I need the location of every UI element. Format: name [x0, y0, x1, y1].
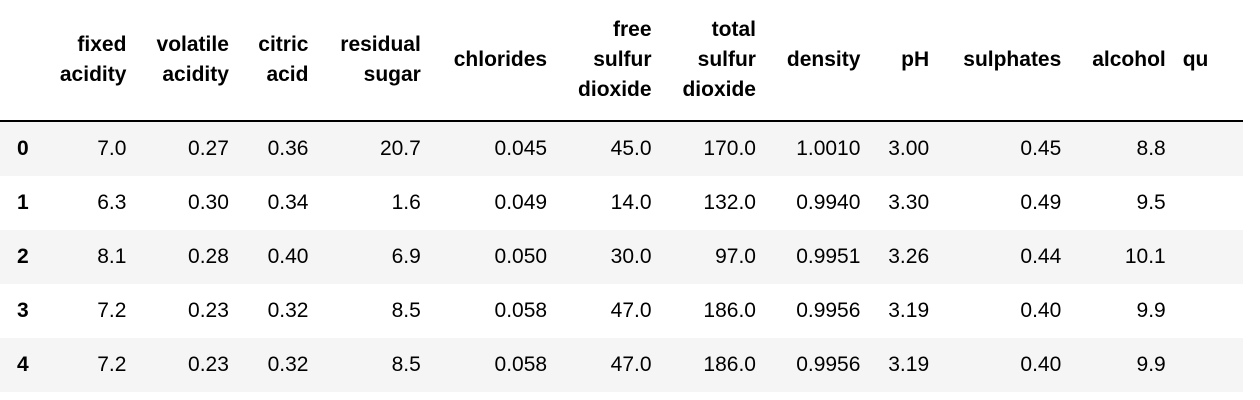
column-header: sulphates [929, 0, 1062, 122]
cell: 7.2 [43, 338, 127, 392]
cell: 97.0 [651, 230, 756, 284]
column-header: residual sugar [308, 0, 421, 122]
cell: 0.32 [267, 299, 309, 322]
cell: 0.9951 [755, 230, 861, 284]
cell: 3.19 [860, 338, 930, 392]
cell: 1.6 [391, 191, 421, 214]
cell: 0.9956 [755, 338, 861, 392]
data-row: 3 7.2 0.23 0.32 8.5 0.058 47.0 186.0 0.9956 3.19 0… [0, 284, 1243, 338]
cell: 1.0010 [755, 121, 861, 176]
cell: 8.5 [391, 299, 421, 322]
cell: 0.058 [494, 299, 548, 322]
cell: 9.5 [1136, 191, 1166, 214]
cell: 20.7 [308, 121, 421, 176]
row-index: 3 [17, 299, 29, 322]
cell: 0.36 [228, 121, 309, 176]
cell: 0.45 [929, 121, 1062, 176]
cell: 132.0 [703, 191, 756, 214]
data-row: 0 7.0 0.27 0.36 20.7 0.045 45.0 170.0 1.0010 3.00… [0, 121, 1243, 176]
cell: 6.9 [308, 230, 421, 284]
cell: 47.0 [547, 338, 652, 392]
cell-clipped [1166, 176, 1243, 230]
cell: 0.40 [228, 230, 309, 284]
cell-clipped [1165, 121, 1243, 176]
column-header: alcohol [1061, 0, 1166, 122]
cell: 0.49 [1020, 191, 1062, 214]
cell: 0.050 [420, 230, 548, 284]
column-header: volatile acidity [126, 0, 229, 122]
cell: 0.30 [188, 191, 229, 214]
column-header: qu [1165, 0, 1243, 122]
cell: 0.23 [126, 338, 229, 392]
cell: 8.5 [308, 338, 421, 392]
cell: 0.23 [188, 299, 229, 322]
cell: 186.0 [703, 299, 756, 322]
cell: 30.0 [547, 230, 652, 284]
column-header: free sulfur dioxide [547, 0, 652, 122]
column-header: fixed acidity [43, 0, 127, 122]
cell: 3.30 [888, 191, 930, 214]
cell-clipped [1165, 338, 1243, 392]
cell: 0.27 [126, 121, 229, 176]
column-header [0, 0, 44, 122]
row-index: 4 [0, 338, 44, 392]
row-index: 0 [0, 121, 44, 176]
cell: 0.40 [1020, 299, 1062, 322]
cell: 7.0 [43, 121, 127, 176]
cell-clipped [1166, 284, 1243, 338]
cell: 0.44 [929, 230, 1062, 284]
cell: 0.9940 [796, 191, 861, 214]
cell: 3.26 [860, 230, 930, 284]
cell: 47.0 [610, 299, 652, 322]
data-row: 4 7.2 0.23 0.32 8.5 0.058 47.0 186.0 0.9956 3.19 0… [0, 338, 1243, 392]
cell: 0.28 [126, 230, 229, 284]
cell: 0.32 [228, 338, 309, 392]
cell: 3.00 [860, 121, 930, 176]
column-header: pH [860, 0, 930, 122]
cell: 0.9956 [796, 299, 861, 322]
cell: 0.34 [267, 191, 309, 214]
cell: 186.0 [651, 338, 756, 392]
cell: 170.0 [651, 121, 756, 176]
cell: 14.0 [610, 191, 652, 214]
header-row: fixed acidity volatile acidity citric acid… [0, 0, 1243, 122]
data-row: 1 6.3 0.30 0.34 1.6 0.049 14.0 132.0 0.9940 3.30 0… [0, 176, 1243, 230]
cell: 9.9 [1061, 338, 1166, 392]
cell: 8.1 [43, 230, 127, 284]
cell: 3.19 [888, 299, 930, 322]
row-index: 1 [17, 191, 29, 214]
cell-clipped [1165, 230, 1243, 284]
cell: 9.9 [1136, 299, 1166, 322]
cell: 0.049 [494, 191, 548, 214]
cell: 0.40 [929, 338, 1062, 392]
cell: 10.1 [1061, 230, 1166, 284]
data-row: 2 8.1 0.28 0.40 6.9 0.050 30.0 97.0 0.9951 3.26 0.… [0, 230, 1243, 284]
column-header: total sulfur dioxide [651, 0, 756, 122]
cell: 7.2 [97, 299, 127, 322]
column-header: density [755, 0, 861, 122]
row-index: 2 [0, 230, 44, 284]
cell: 0.045 [420, 121, 548, 176]
cell: 6.3 [97, 191, 127, 214]
cell: 45.0 [547, 121, 652, 176]
column-header: chlorides [420, 0, 548, 122]
column-header: citric acid [228, 0, 309, 122]
cell: 0.058 [420, 338, 548, 392]
cell: 8.8 [1061, 121, 1166, 176]
dataframe-table: fixed acidity volatile acidity citric acid… [0, 0, 1243, 392]
